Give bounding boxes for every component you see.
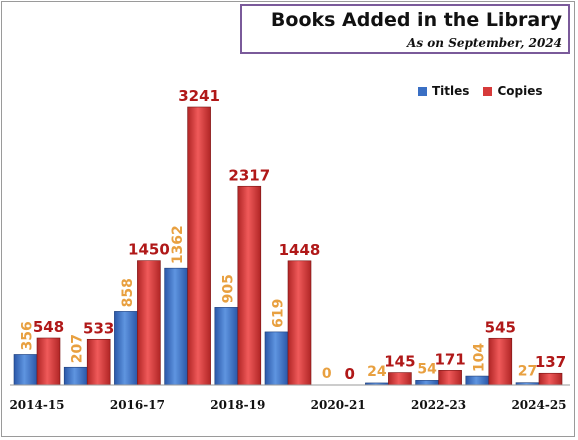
bar-copies-2021-22 — [388, 372, 412, 386]
x-tick-label-2022-23: 2022-23 — [411, 398, 466, 412]
value-label-copies-2022-23: 171 — [434, 350, 465, 368]
value-label-copies-2016-17: 1450 — [128, 241, 170, 259]
value-label-copies-2020-21: 0 — [344, 365, 354, 383]
x-tick-label-2020-21: 2020-21 — [311, 398, 366, 412]
legend-swatch-titles — [418, 86, 427, 96]
bar-copies-2023-24 — [488, 337, 513, 386]
x-tick-label-2016-17: 2016-17 — [110, 398, 165, 412]
legend-swatch-copies — [483, 86, 493, 96]
value-label-titles-2022-23: 54 — [417, 361, 437, 377]
value-label-titles-2018-19: 905 — [220, 274, 236, 303]
bar-titles-2019-20 — [264, 331, 289, 386]
value-label-copies-2014-15: 548 — [33, 318, 64, 336]
x-tick-label-2024-25: 2024-25 — [511, 398, 566, 412]
value-label-titles-2021-22: 24 — [367, 364, 387, 380]
bar-titles-2014-15 — [13, 354, 38, 386]
value-label-copies-2015-16: 533 — [83, 319, 114, 337]
value-label-titles-2014-15: 356 — [20, 321, 36, 350]
legend-label-copies: Copies — [497, 84, 543, 98]
legend-item-titles: Titles — [418, 84, 469, 98]
x-tick-label-2018-19: 2018-19 — [210, 398, 265, 412]
bar-copies-2015-16 — [86, 338, 111, 386]
value-label-titles-2015-16: 207 — [70, 334, 86, 363]
bar-titles-2015-16 — [63, 366, 88, 386]
legend-label-titles: Titles — [432, 84, 470, 98]
bar-titles-2023-24 — [465, 375, 490, 386]
value-label-titles-2024-25: 27 — [518, 364, 537, 380]
x-tick-label-2014-15: 2014-15 — [9, 398, 64, 412]
bars-group — [13, 106, 563, 386]
bar-copies-2017-18 — [187, 106, 211, 386]
value-label-titles-2020-21: 0 — [322, 366, 332, 382]
value-label-copies-2019-20: 1448 — [279, 241, 321, 259]
bar-titles-2018-19 — [214, 307, 239, 386]
value-label-titles-2023-24: 104 — [471, 343, 487, 372]
value-label-copies-2017-18: 3241 — [178, 87, 220, 105]
value-label-copies-2023-24: 545 — [485, 318, 516, 336]
value-label-copies-2018-19: 2317 — [228, 166, 270, 184]
bar-titles-2016-17 — [114, 311, 138, 386]
bar-copies-2018-19 — [237, 185, 262, 386]
bar-copies-2024-25 — [538, 372, 563, 386]
legend: Titles Copies — [418, 84, 542, 98]
value-label-copies-2021-22: 145 — [384, 353, 415, 371]
value-label-titles-2016-17: 858 — [120, 278, 136, 307]
title-box: Books Added in the Library As on Septemb… — [240, 4, 570, 54]
bar-titles-2022-23 — [415, 380, 439, 386]
value-label-titles-2017-18: 1362 — [170, 225, 186, 264]
legend-item-copies: Copies — [483, 84, 542, 98]
bar-copies-2016-17 — [137, 260, 161, 386]
labels-group: 3565482014-1520753385814502016-171362324… — [9, 87, 566, 412]
bar-copies-2022-23 — [438, 370, 462, 386]
chart-subtitle: As on September, 2024 — [407, 36, 562, 50]
chart-title: Books Added in the Library — [270, 9, 562, 31]
value-label-copies-2024-25: 137 — [535, 353, 566, 371]
bar-titles-2017-18 — [164, 267, 188, 386]
value-label-titles-2019-20: 619 — [271, 299, 287, 328]
bar-copies-2014-15 — [36, 337, 61, 386]
bar-copies-2019-20 — [287, 260, 312, 386]
